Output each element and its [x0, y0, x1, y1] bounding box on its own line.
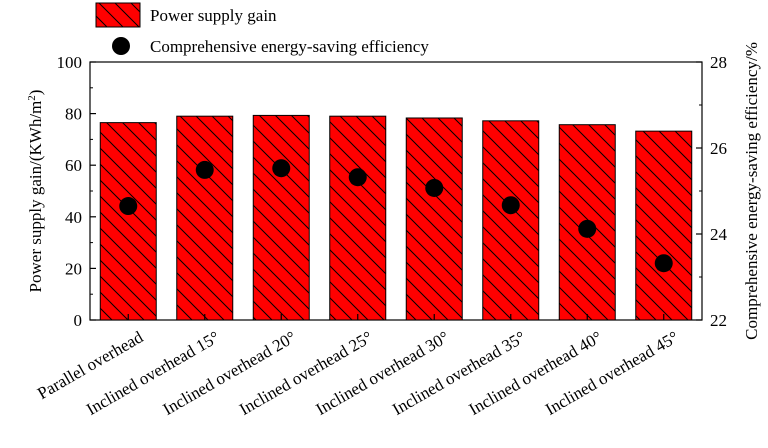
x-category-label: Inclined overhead 20°	[160, 327, 300, 419]
y-tick-label: 0	[74, 311, 83, 330]
x-category-label: Inclined overhead 25°	[236, 327, 376, 419]
bar-series	[99, 114, 693, 321]
y-tick-label: 20	[65, 259, 82, 278]
legend-label-efficiency: Comprehensive energy-saving efficiency	[150, 37, 429, 56]
bar-8	[635, 130, 693, 321]
y2-tick-label: 26	[710, 139, 727, 158]
y-tick-label: 100	[57, 53, 83, 72]
dot-6	[501, 196, 520, 215]
dot-8	[654, 254, 673, 273]
y-tick-label: 40	[65, 208, 82, 227]
dot-4	[348, 168, 367, 187]
scatter-series	[119, 159, 673, 273]
left-y-axis: 0 20 40 60 80 100	[57, 53, 96, 330]
y-axis-title: Power supply gain/(KWh/m2)	[26, 90, 45, 293]
legend-label-power-supply-gain: Power supply gain	[150, 6, 277, 25]
bar-4	[329, 115, 387, 321]
x-category-label: Inclined overhead 15°	[83, 327, 223, 419]
y-tick-label: 60	[65, 156, 82, 175]
x-category-label: Inclined overhead 40°	[466, 327, 606, 419]
bar-6	[482, 120, 540, 321]
dot-3	[272, 159, 291, 178]
bar-3	[252, 114, 310, 321]
bar-1	[99, 122, 157, 321]
y2-tick-label: 24	[710, 225, 728, 244]
dot-7	[578, 219, 597, 238]
legend-dot-marker	[112, 37, 130, 55]
x-category-label: Inclined overhead 45°	[542, 327, 682, 419]
y2-axis-title: Comprehensive energy-saving efficiency/%	[742, 42, 761, 340]
dot-2	[195, 160, 214, 179]
y2-tick-label: 22	[710, 311, 727, 330]
legend-bar-swatch	[95, 2, 141, 28]
x-category-label: Inclined overhead 35°	[389, 327, 529, 419]
right-y-axis: 22 24 26 28	[696, 53, 728, 330]
dot-5	[425, 178, 444, 197]
legend: Power supply gain Comprehensive energy-s…	[95, 2, 429, 56]
y2-tick-label: 28	[710, 53, 727, 72]
x-category-label: Inclined overhead 30°	[313, 327, 453, 419]
bar-2	[176, 115, 234, 321]
dot-1	[119, 197, 138, 216]
y-tick-label: 80	[65, 105, 82, 124]
bar-5	[405, 117, 463, 321]
